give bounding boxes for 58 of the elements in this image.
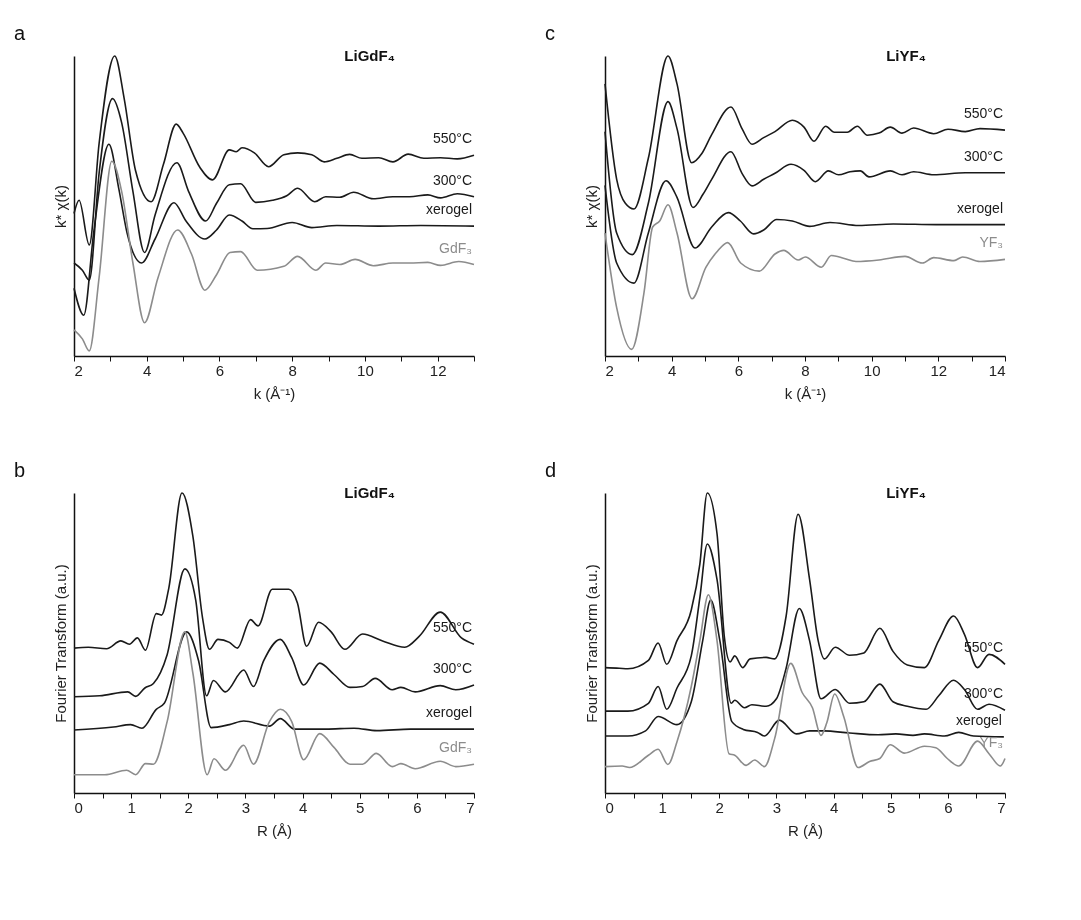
chart-title: LiYF₄ — [886, 484, 926, 501]
x-tick-label: 6 — [944, 798, 953, 816]
x-axis-title: k (Å⁻¹) — [784, 384, 827, 402]
series-label: YF₃ — [979, 733, 1003, 750]
x-tick-label: 0 — [74, 798, 83, 816]
x-tick-label: 8 — [288, 361, 297, 379]
series-label: 300°C — [432, 660, 472, 676]
x-tick-label: 8 — [801, 361, 810, 379]
series-label: xerogel — [426, 201, 472, 218]
series-label: 300°C — [432, 171, 472, 188]
x-tick-label: 2 — [184, 798, 193, 816]
x-tick-label: 10 — [863, 361, 881, 379]
x-tick-label: 3 — [772, 798, 782, 816]
x-tick-label: 2 — [605, 361, 614, 379]
x-tick-label: 6 — [734, 361, 744, 379]
series-label: 550°C — [432, 130, 472, 147]
x-tick-label: 3 — [241, 798, 251, 816]
x-tick-label: 4 — [667, 361, 677, 379]
x-tick-label: 0 — [605, 798, 614, 816]
x-tick-label: 5 — [356, 798, 365, 816]
text: d — [545, 459, 557, 481]
x-tick-label: 1 — [658, 798, 667, 816]
x-tick-label: 4 — [298, 798, 308, 816]
x-axis-title: R (Å) — [257, 821, 292, 839]
x-tick-label: 12 — [429, 361, 447, 379]
x-axis-title: k (Å⁻¹) — [253, 384, 296, 402]
x-tick-label: 14 — [988, 361, 1006, 379]
x-tick-label: 6 — [215, 361, 225, 379]
x-tick-label: 4 — [143, 361, 152, 379]
x-tick-label: 2 — [715, 798, 724, 816]
x-tick-label: 10 — [357, 361, 374, 379]
x-tick-label: 1 — [127, 798, 136, 816]
chart-title: LiGdF₄ — [344, 47, 395, 64]
x-tick-label: 2 — [74, 361, 83, 379]
series-label: xerogel — [426, 704, 472, 721]
series-label: xerogel — [955, 711, 1002, 728]
y-axis-title: k* χ(k) — [582, 185, 600, 228]
x-tick-label: 7 — [997, 798, 1006, 816]
x-tick-label: 6 — [413, 798, 422, 816]
chart-title: LiYF₄ — [886, 47, 926, 64]
x-tick-label: 4 — [829, 798, 839, 816]
y-axis-title: Fourier Transform (a.u.) — [582, 564, 600, 723]
chart-title: LiGdF₄ — [344, 484, 395, 501]
x-axis-title: R (Å) — [788, 821, 823, 839]
y-axis-title: k* χ(k) — [51, 185, 69, 228]
text: c — [545, 22, 555, 44]
series-label: GdF₃ — [439, 739, 472, 756]
x-tick-label: 12 — [930, 361, 948, 379]
series-label: xerogel — [957, 199, 1003, 216]
text: b — [14, 459, 26, 481]
series-label: GdF₃ — [439, 239, 472, 256]
x-tick-label: 5 — [887, 798, 896, 816]
y-axis-title: Fourier Transform (a.u.) — [51, 564, 69, 723]
series-label: 550°C — [963, 105, 1003, 122]
text: a — [14, 22, 26, 44]
series-label: YF₃ — [979, 234, 1003, 251]
series-label: 300°C — [963, 147, 1003, 164]
x-tick-label: 7 — [466, 798, 475, 816]
